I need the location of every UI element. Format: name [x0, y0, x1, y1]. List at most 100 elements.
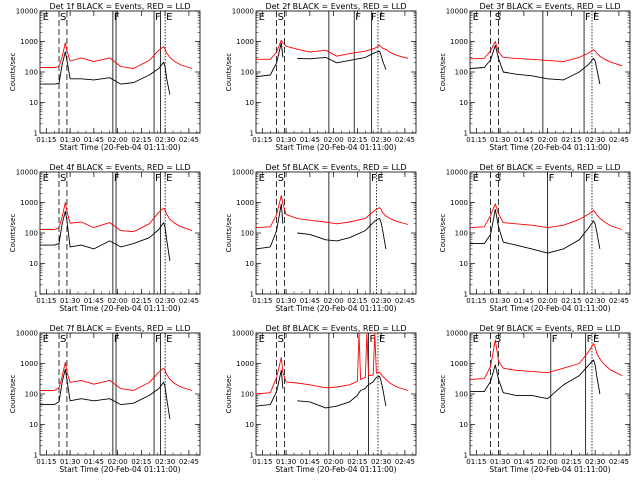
y-tick-label: 1 [34, 291, 38, 299]
interval-label: F [587, 334, 593, 345]
series-line [469, 339, 623, 380]
x-tick-label: 02:30 [155, 136, 175, 144]
x-tick-label: 02:15 [131, 458, 151, 466]
x-tick-label: 02:00 [538, 136, 558, 144]
x-tick-label: 02:00 [538, 297, 558, 305]
interval-label: E [259, 12, 265, 23]
chart-title: Det 9f BLACK = Events, RED = LLD [479, 324, 620, 333]
x-tick-label: 01:45 [84, 136, 104, 144]
series-line [469, 44, 601, 85]
chart-title: Det 8f BLACK = Events, RED = LLD [265, 324, 406, 333]
series-line [470, 208, 601, 254]
plot-frame [469, 171, 631, 295]
x-tick-label: 02:30 [371, 136, 391, 144]
interval-label: F [114, 173, 120, 184]
interval-label: F [114, 12, 120, 23]
y-axis-label: Counts/sec [225, 214, 233, 253]
y-tick-label: 10000 [16, 330, 38, 338]
y-axis-label: Counts/sec [9, 214, 17, 253]
x-tick-label: 02:30 [585, 458, 605, 466]
x-tick-label: 01:15 [466, 458, 486, 466]
x-tick-label: 02:00 [108, 458, 128, 466]
interval-label: E [166, 334, 172, 345]
y-tick-label: 10 [245, 421, 254, 429]
interval-label: S [495, 334, 501, 345]
interval-label: F [371, 173, 377, 184]
interval-label: E [473, 12, 479, 23]
interval-label: E [379, 12, 385, 23]
interval-label: S [60, 173, 66, 184]
y-tick-label: 100 [25, 230, 38, 238]
interval-label: F [585, 173, 591, 184]
y-tick-label: 10 [245, 260, 254, 268]
x-tick-label: 02:00 [324, 136, 344, 144]
y-tick-label: 10000 [232, 8, 254, 16]
x-tick-label: 02:15 [561, 136, 581, 144]
y-tick-label: 100 [241, 69, 254, 77]
series-line [40, 210, 171, 262]
x-tick-label: 01:45 [514, 297, 534, 305]
y-tick-label: 100 [241, 391, 254, 399]
y-tick-label: 10 [245, 99, 254, 107]
x-tick-label: 02:15 [347, 297, 367, 305]
interval-label: F [155, 334, 161, 345]
y-axis-label: Counts/sec [225, 375, 233, 414]
interval-label: E [259, 173, 265, 184]
x-tick-label: 02:30 [155, 458, 175, 466]
x-tick-label: 02:00 [108, 136, 128, 144]
chart-title: Det 3f BLACK = Events, RED = LLD [479, 2, 620, 11]
x-tick-label: 01:30 [60, 136, 80, 144]
x-tick-label: 01:45 [84, 297, 104, 305]
x-tick-label: 02:45 [395, 297, 415, 305]
x-axis-label: Start Time (20-Feb-04 01:11:00) [59, 304, 180, 313]
y-tick-label: 10000 [16, 8, 38, 16]
plot-frame [255, 10, 417, 134]
series-line [255, 42, 387, 78]
x-tick-label: 01:15 [36, 297, 56, 305]
series-line [469, 41, 623, 67]
series-line [40, 202, 193, 233]
interval-label: F [114, 334, 120, 345]
x-tick-label: 01:30 [490, 297, 510, 305]
series-line [40, 361, 193, 391]
plot-frame [39, 10, 201, 134]
y-tick-label: 1 [250, 452, 254, 460]
x-tick-label: 02:45 [179, 136, 199, 144]
y-tick-label: 10 [29, 99, 38, 107]
y-tick-label: 10000 [232, 169, 254, 177]
x-tick-label: 01:15 [466, 136, 486, 144]
series-line [40, 51, 171, 95]
interval-label: E [166, 173, 172, 184]
y-tick-label: 10 [459, 260, 468, 268]
plot-frame [255, 332, 417, 456]
y-tick-label: 100 [455, 230, 468, 238]
interval-label: E [166, 12, 172, 23]
x-tick-label: 01:30 [276, 458, 296, 466]
interval-label: F [155, 173, 161, 184]
x-tick-label: 01:15 [252, 136, 272, 144]
x-tick-label: 01:45 [300, 458, 320, 466]
chart-title: Det 1f BLACK = Events, RED = LLD [49, 2, 190, 11]
x-axis-label: Start Time (20-Feb-04 01:11:00) [489, 465, 610, 474]
y-tick-label: 1 [250, 130, 254, 138]
y-tick-label: 100 [455, 391, 468, 399]
interval-label: E [593, 334, 599, 345]
y-tick-label: 1000 [450, 360, 468, 368]
y-tick-label: 1 [250, 291, 254, 299]
plot-frame [39, 332, 201, 456]
y-tick-label: 10 [29, 421, 38, 429]
x-tick-label: 01:15 [252, 297, 272, 305]
interval-label: E [43, 173, 49, 184]
y-tick-label: 100 [241, 230, 254, 238]
y-axis-label: Counts/sec [439, 53, 447, 92]
x-tick-label: 02:00 [324, 297, 344, 305]
interval-label: F [355, 12, 361, 23]
x-tick-label: 02:15 [347, 458, 367, 466]
chart-title: Det 5f BLACK = Events, RED = LLD [265, 163, 406, 172]
x-tick-label: 02:45 [609, 297, 629, 305]
y-tick-label: 1 [464, 291, 468, 299]
series-line [255, 369, 387, 409]
y-tick-label: 1000 [20, 38, 38, 46]
interval-label: E [473, 173, 479, 184]
